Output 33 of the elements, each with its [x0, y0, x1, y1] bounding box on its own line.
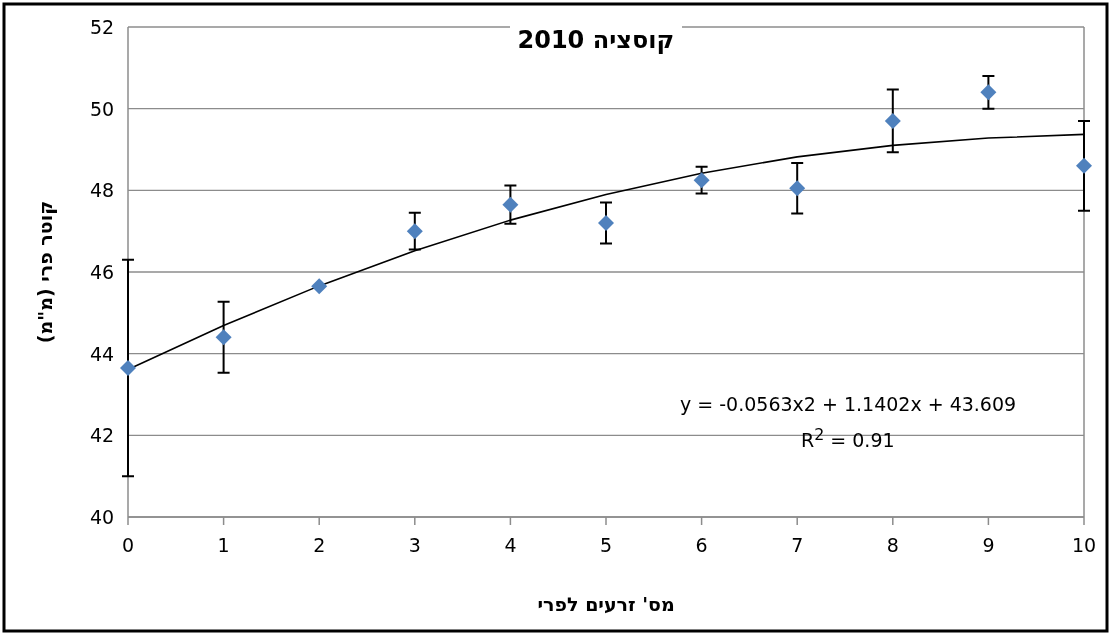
y-tick-label: 42 — [90, 424, 115, 447]
y-tick-label: 52 — [90, 16, 115, 38]
point — [980, 84, 997, 101]
chart-title: קוסציה 2010 — [509, 26, 683, 54]
point — [406, 223, 423, 240]
y-tick-label: 48 — [90, 179, 115, 202]
annotation: R$^{2}$ = 0.91 — [801, 425, 895, 452]
y-tick-label: 44 — [90, 342, 115, 365]
x-tick-label: 8 — [886, 534, 899, 556]
x-tick-label: 3 — [408, 534, 421, 556]
point — [598, 215, 614, 231]
x-tick-label: 2 — [313, 534, 326, 556]
x-tick-label: 5 — [600, 534, 613, 556]
y-tick-label: 40 — [90, 506, 115, 528]
point — [311, 278, 328, 295]
y-axis-title: קוטר פרי (מ"מ) — [34, 200, 57, 344]
x-tick-label: 7 — [791, 534, 804, 556]
annotation: y = -0.0563x2 + 1.1402x + 43.609 — [680, 393, 1017, 415]
point — [884, 112, 901, 129]
x-axis-title: מס' זרעים לפרי — [537, 593, 675, 615]
point — [215, 329, 232, 346]
x-tick-label: 6 — [695, 534, 708, 556]
x-tick-label: 0 — [122, 534, 135, 556]
y-tick-label: 50 — [90, 97, 115, 120]
y-tick-label: 46 — [90, 261, 115, 283]
x-tick-label: 9 — [982, 534, 995, 556]
x-tick-label: 10 — [1072, 534, 1097, 556]
point — [789, 180, 806, 197]
point — [1076, 157, 1092, 174]
x-tick-label: 1 — [217, 534, 230, 556]
x-tick-label: 4 — [504, 534, 517, 556]
point — [502, 196, 519, 213]
point — [693, 172, 710, 189]
